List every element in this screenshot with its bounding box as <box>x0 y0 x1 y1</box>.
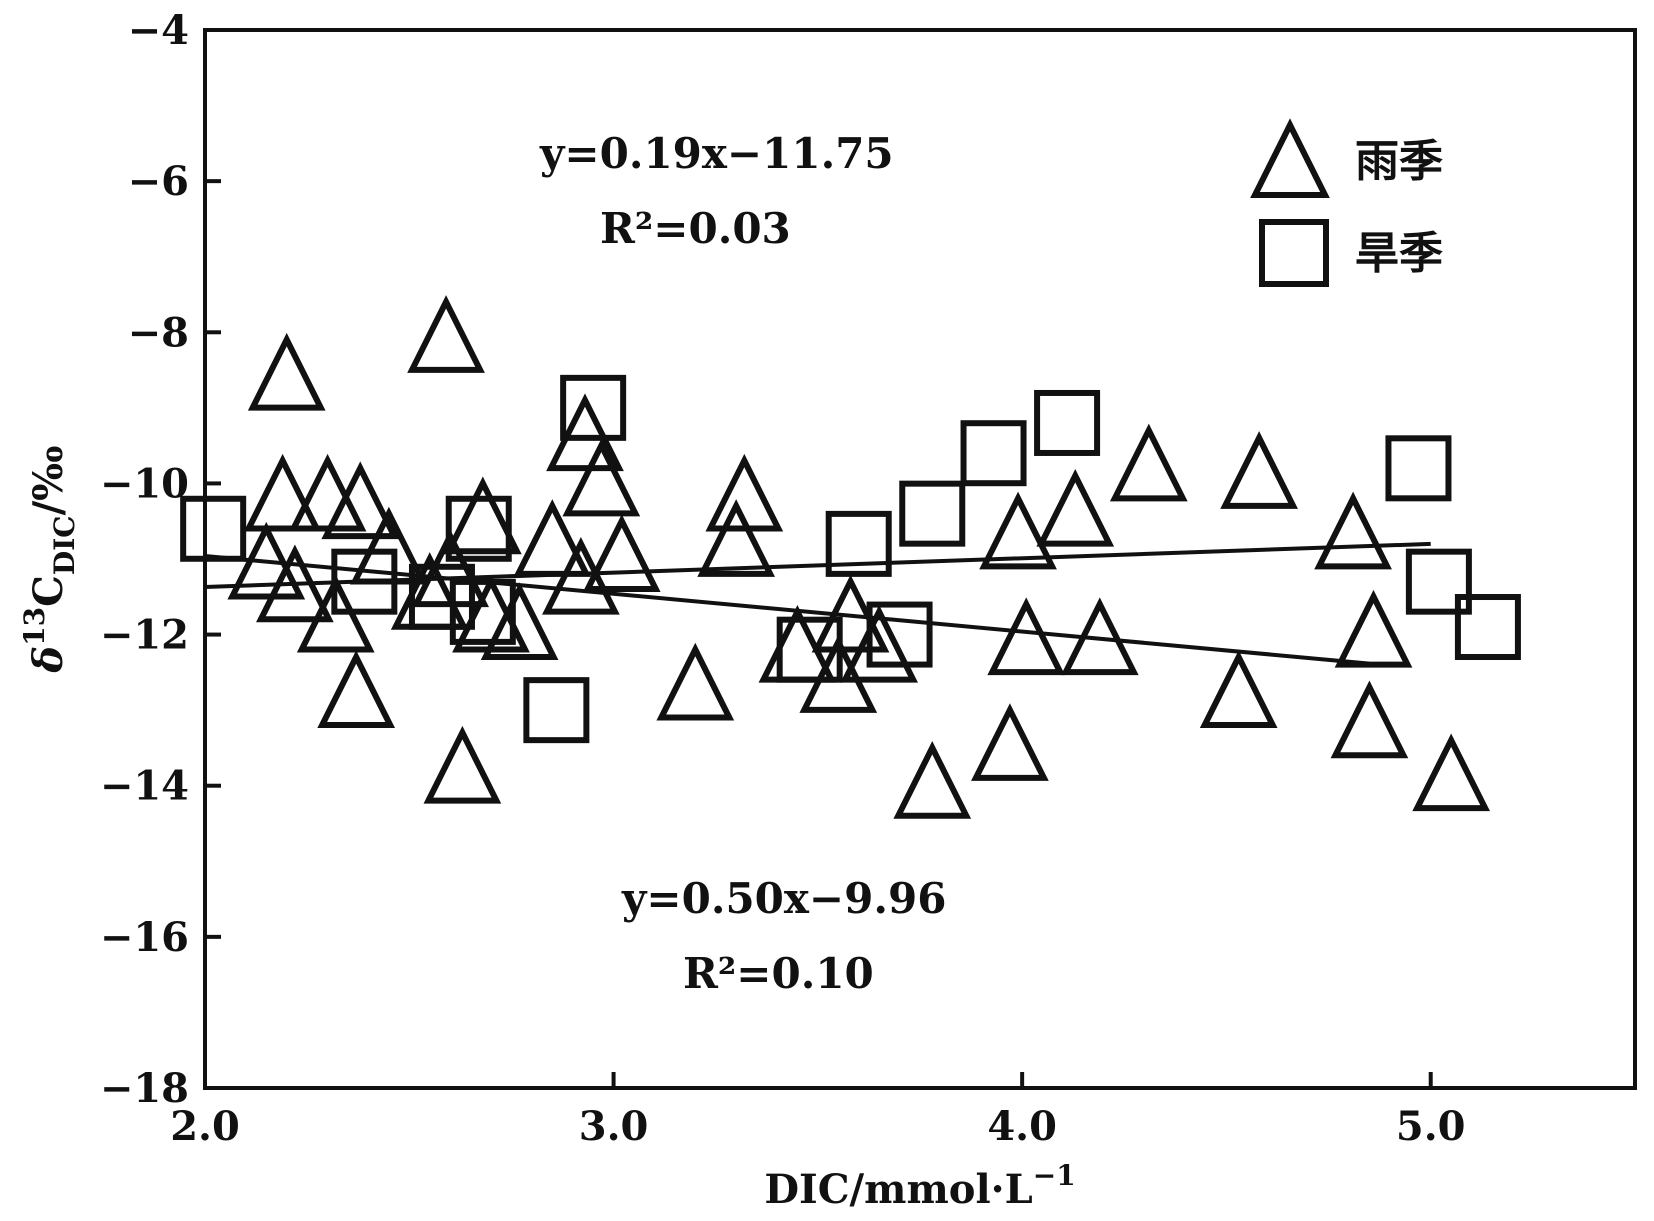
rainy-season-point <box>247 332 326 411</box>
dry-season-point <box>408 563 475 630</box>
rainy-season-point <box>1220 431 1298 509</box>
rainy-season-point <box>1330 680 1409 759</box>
axis-ticks: −18 −16 −14 −12 −10 −8 −6 −4 2.0 3.0 4.0 5.0 <box>100 7 1466 1150</box>
rainy-season-point <box>256 544 334 623</box>
rainy-season-point <box>697 499 775 577</box>
dry-season-point <box>899 480 966 547</box>
dry-season-point <box>1454 594 1521 661</box>
dry-season-point <box>445 495 512 562</box>
rainy-season-point <box>423 725 502 804</box>
legend-label-rainy: 雨季 <box>1355 136 1443 187</box>
y-tick-label: −10 <box>100 460 189 507</box>
dry-season-r2: R²=0.03 <box>600 204 791 253</box>
rainy-season-point <box>407 295 485 373</box>
rainy-season-point <box>296 574 375 653</box>
dry-season-point <box>449 578 516 645</box>
rainy-season-point <box>971 703 1049 781</box>
rainy-season-fit-line <box>204 553 1370 666</box>
rainy-season-point <box>1060 597 1139 676</box>
dry-season-point <box>180 495 247 562</box>
x-axis-title: DIC/mmol·L−1 <box>764 1159 1075 1213</box>
data-points <box>180 295 1521 819</box>
y-axis-title-sup: 13 <box>18 607 51 646</box>
y-tick-label: −18 <box>100 1065 189 1112</box>
rainy-season-point <box>321 461 400 540</box>
y-axis-title-main: C <box>25 575 72 607</box>
y-tick-label: −6 <box>128 158 189 205</box>
y-tick-label: −12 <box>100 612 189 659</box>
rainy-season-point <box>987 597 1066 676</box>
dry-season-equation: y=0.19x−11.75 <box>539 129 894 178</box>
rainy-season-r2: R²=0.10 <box>683 949 874 998</box>
x-axis-title-sup: −1 <box>1033 1159 1076 1192</box>
rainy-season-equation: y=0.50x−9.96 <box>621 874 946 923</box>
rainy-season-point <box>1412 733 1490 812</box>
dry-season-point <box>560 374 627 441</box>
x-tick-label: 2.0 <box>170 1103 240 1150</box>
rainy-season-point <box>542 536 620 615</box>
y-axis-title-prefix: δ <box>25 646 72 674</box>
dry-season-point <box>331 548 398 615</box>
x-tick-label: 3.0 <box>579 1103 649 1150</box>
rainy-season-point <box>288 453 367 532</box>
rainy-season-point <box>840 604 918 683</box>
y-tick-label: −16 <box>100 914 189 961</box>
dry-season-point <box>1405 548 1472 615</box>
rainy-season-point <box>705 453 784 532</box>
rainy-season-point <box>243 453 322 532</box>
rainy-season-point <box>1199 650 1278 729</box>
plot-frame <box>203 28 1637 1090</box>
x-axis-title-main: DIC/mmol·L <box>764 1166 1032 1213</box>
y-tick-label: −8 <box>128 309 189 356</box>
dry-season-point <box>960 420 1027 487</box>
rainy-season-point <box>799 635 878 713</box>
y-tick-label: −14 <box>100 763 189 810</box>
y-axis-title-suffix: /‰ <box>25 445 72 515</box>
rainy-season-point <box>979 491 1057 570</box>
rainy-season-point <box>562 438 641 517</box>
rainy-season-point <box>1314 491 1392 570</box>
legend-label-dry: 旱季 <box>1355 228 1443 279</box>
y-axis-title-sub: DIC <box>48 515 81 575</box>
dry-season-point <box>1034 389 1101 456</box>
rainy-season-point <box>227 521 306 600</box>
legend-square-marker <box>1259 219 1329 287</box>
dry-season-point <box>866 601 933 668</box>
rainy-season-point <box>582 514 661 592</box>
dry-season-point <box>776 616 843 683</box>
dry-season-point <box>523 677 590 744</box>
rainy-season-point <box>513 499 592 577</box>
rainy-season-point <box>443 476 522 555</box>
rainy-season-point <box>480 582 559 661</box>
x-tick-label: 4.0 <box>987 1103 1057 1150</box>
rainy-season-point <box>1334 589 1413 668</box>
rainy-season-point <box>1036 468 1115 547</box>
legend: 雨季 旱季 <box>1250 118 1443 287</box>
rainy-season-point <box>317 650 396 729</box>
rainy-season-point <box>1109 423 1188 502</box>
rainy-season-point <box>656 642 735 721</box>
dry-season-point <box>1385 435 1452 502</box>
y-tick-label: −4 <box>128 7 189 54</box>
legend-triangle-marker <box>1250 118 1330 198</box>
rainy-season-point <box>350 506 428 585</box>
y-axis-title: δ13CDIC/‰ <box>18 445 81 673</box>
dry-season-point <box>825 510 892 577</box>
x-tick-label: 5.0 <box>1396 1103 1466 1150</box>
rainy-season-point <box>546 393 624 472</box>
rainy-season-point <box>893 741 972 819</box>
